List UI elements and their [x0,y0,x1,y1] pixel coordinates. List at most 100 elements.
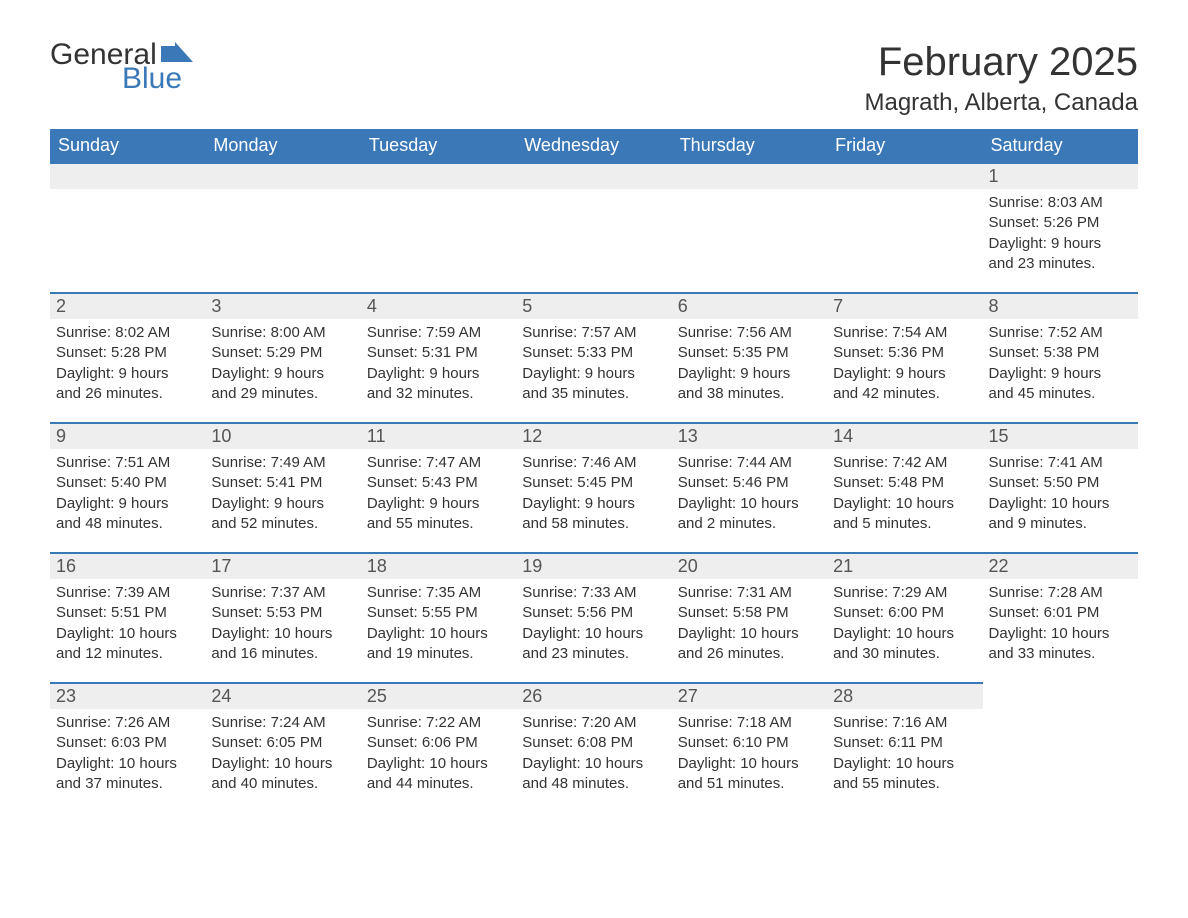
day-sunrise: Sunrise: 7:57 AM [522,323,665,343]
day-dl2: and 58 minutes. [522,514,665,534]
calendar-cell [827,162,982,292]
day-dl1: Daylight: 9 hours [211,494,354,514]
day-sunrise: Sunrise: 7:49 AM [211,453,354,473]
day-number: 22 [983,552,1138,579]
day-details: Sunrise: 7:33 AMSunset: 5:56 PMDaylight:… [516,579,671,672]
day-number: 13 [672,422,827,449]
calendar-cell: 11Sunrise: 7:47 AMSunset: 5:43 PMDayligh… [361,422,516,552]
calendar-cell: 20Sunrise: 7:31 AMSunset: 5:58 PMDayligh… [672,552,827,682]
day-dl1: Daylight: 10 hours [367,624,510,644]
day-dl1: Daylight: 10 hours [833,494,976,514]
day-header: Tuesday [361,129,516,162]
day-details: Sunrise: 7:42 AMSunset: 5:48 PMDaylight:… [827,449,982,542]
calendar-cell [50,162,205,292]
day-sunrise: Sunrise: 8:02 AM [56,323,199,343]
day-sunrise: Sunrise: 7:42 AM [833,453,976,473]
day-details: Sunrise: 7:47 AMSunset: 5:43 PMDaylight:… [361,449,516,542]
day-details: Sunrise: 7:57 AMSunset: 5:33 PMDaylight:… [516,319,671,412]
day-number: 16 [50,552,205,579]
calendar-head: SundayMondayTuesdayWednesdayThursdayFrid… [50,129,1138,162]
calendar-cell: 7 Sunrise: 7:54 AMSunset: 5:36 PMDaylight… [827,292,982,422]
day-details: Sunrise: 7:41 AMSunset: 5:50 PMDaylight:… [983,449,1138,542]
day-sunrise: Sunrise: 7:47 AM [367,453,510,473]
calendar-cell: 4Sunrise: 7:59 AMSunset: 5:31 PMDaylight… [361,292,516,422]
day-sunrise: Sunrise: 7:26 AM [56,713,199,733]
day-header: Thursday [672,129,827,162]
day-details: Sunrise: 7:28 AMSunset: 6:01 PMDaylight:… [983,579,1138,672]
day-dl1: Daylight: 10 hours [522,754,665,774]
day-number: 24 [205,682,360,709]
day-details: Sunrise: 7:35 AMSunset: 5:55 PMDaylight:… [361,579,516,672]
day-dl2: and 26 minutes. [56,384,199,404]
day-number: 7 [827,292,982,319]
day-number: 3 [205,292,360,319]
day-details: Sunrise: 7:56 AMSunset: 5:35 PMDaylight:… [672,319,827,412]
day-details: Sunrise: 7:31 AMSunset: 5:58 PMDaylight:… [672,579,827,672]
day-sunrise: Sunrise: 7:33 AM [522,583,665,603]
calendar-cell: 19Sunrise: 7:33 AMSunset: 5:56 PMDayligh… [516,552,671,682]
day-number: 8 [983,292,1138,319]
day-dl2: and 5 minutes. [833,514,976,534]
calendar-cell [672,162,827,292]
calendar-cell: 1Sunrise: 8:03 AMSunset: 5:26 PMDaylight… [983,162,1138,292]
day-dl2: and 45 minutes. [989,384,1132,404]
day-sunrise: Sunrise: 7:35 AM [367,583,510,603]
day-sunset: Sunset: 5:46 PM [678,473,821,493]
day-header: Wednesday [516,129,671,162]
calendar-cell: 27Sunrise: 7:18 AMSunset: 6:10 PMDayligh… [672,682,827,812]
calendar-cell: 6Sunrise: 7:56 AMSunset: 5:35 PMDaylight… [672,292,827,422]
day-dl1: Daylight: 10 hours [211,754,354,774]
day-dl2: and 23 minutes. [522,644,665,664]
day-dl2: and 51 minutes. [678,774,821,794]
page-title: February 2025 [864,40,1138,85]
day-sunset: Sunset: 5:58 PM [678,603,821,623]
day-dl1: Daylight: 10 hours [989,494,1132,514]
calendar-cell: 13Sunrise: 7:44 AMSunset: 5:46 PMDayligh… [672,422,827,552]
day-dl2: and 26 minutes. [678,644,821,664]
day-number: 26 [516,682,671,709]
day-sunset: Sunset: 5:48 PM [833,473,976,493]
day-sunset: Sunset: 6:05 PM [211,733,354,753]
day-number: 9 [50,422,205,449]
calendar-cell: 18Sunrise: 7:35 AMSunset: 5:55 PMDayligh… [361,552,516,682]
day-sunrise: Sunrise: 8:00 AM [211,323,354,343]
day-dl1: Daylight: 9 hours [989,364,1132,384]
day-sunset: Sunset: 5:43 PM [367,473,510,493]
empty-day-bar [516,162,671,189]
day-details: Sunrise: 7:52 AMSunset: 5:38 PMDaylight:… [983,319,1138,412]
day-dl2: and 40 minutes. [211,774,354,794]
day-number: 28 [827,682,982,709]
empty-day-bar [205,162,360,189]
calendar-body: 1Sunrise: 8:03 AMSunset: 5:26 PMDaylight… [50,162,1138,812]
day-sunrise: Sunrise: 8:03 AM [989,193,1132,213]
calendar-cell [983,682,1138,812]
day-number: 25 [361,682,516,709]
day-sunrise: Sunrise: 7:54 AM [833,323,976,343]
day-sunset: Sunset: 5:36 PM [833,343,976,363]
day-sunrise: Sunrise: 7:41 AM [989,453,1132,473]
calendar-cell: 3Sunrise: 8:00 AMSunset: 5:29 PMDaylight… [205,292,360,422]
calendar-cell: 25Sunrise: 7:22 AMSunset: 6:06 PMDayligh… [361,682,516,812]
day-dl1: Daylight: 10 hours [522,624,665,644]
day-number: 4 [361,292,516,319]
calendar-cell: 2Sunrise: 8:02 AMSunset: 5:28 PMDaylight… [50,292,205,422]
day-sunset: Sunset: 5:40 PM [56,473,199,493]
day-dl1: Daylight: 9 hours [833,364,976,384]
day-sunrise: Sunrise: 7:20 AM [522,713,665,733]
calendar-week: 16Sunrise: 7:39 AMSunset: 5:51 PMDayligh… [50,552,1138,682]
day-number: 20 [672,552,827,579]
day-details: Sunrise: 7:39 AMSunset: 5:51 PMDaylight:… [50,579,205,672]
day-details: Sunrise: 7:24 AMSunset: 6:05 PMDaylight:… [205,709,360,802]
calendar-cell: 12Sunrise: 7:46 AMSunset: 5:45 PMDayligh… [516,422,671,552]
day-dl2: and 38 minutes. [678,384,821,404]
day-sunset: Sunset: 6:03 PM [56,733,199,753]
day-dl1: Daylight: 9 hours [522,494,665,514]
day-details: Sunrise: 7:29 AMSunset: 6:00 PMDaylight:… [827,579,982,672]
calendar-table: SundayMondayTuesdayWednesdayThursdayFrid… [50,129,1138,812]
empty-day-bar [672,162,827,189]
calendar-cell: 5Sunrise: 7:57 AMSunset: 5:33 PMDaylight… [516,292,671,422]
day-sunrise: Sunrise: 7:46 AM [522,453,665,473]
day-sunrise: Sunrise: 7:51 AM [56,453,199,473]
day-header: Friday [827,129,982,162]
day-dl1: Daylight: 9 hours [56,494,199,514]
